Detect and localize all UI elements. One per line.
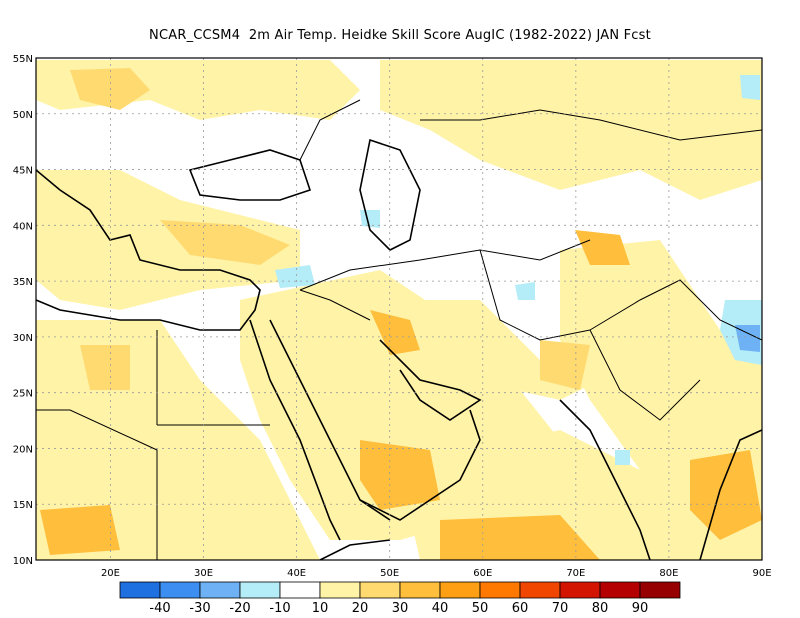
- latitude-label: 15N: [13, 500, 33, 511]
- field-blue-3: [515, 282, 535, 300]
- colorbar-label: -10: [269, 601, 290, 616]
- latitude-label: 55N: [13, 54, 33, 65]
- field-yellow-russia: [380, 60, 762, 200]
- latitude-label: 30N: [13, 333, 33, 344]
- longitude-label: 40E: [287, 568, 306, 579]
- black-sea-coast: [188, 149, 312, 201]
- latitude-label: 50N: [13, 110, 33, 121]
- field-blue-1: [275, 265, 315, 288]
- field-orange-7: [80, 345, 130, 390]
- colorbar-label: 50: [472, 601, 489, 616]
- field-orange-9: [540, 340, 590, 390]
- colorbar-label: 30: [392, 601, 409, 616]
- colorbar-label: -20: [229, 601, 250, 616]
- arabia-south-coast: [359, 409, 481, 521]
- latitude-label: 20N: [13, 444, 33, 455]
- colorbar-box: [559, 581, 601, 599]
- colorbar-label: 20: [352, 601, 369, 616]
- longitude-label: 80E: [659, 568, 678, 579]
- colorbar-box: [599, 581, 641, 599]
- colorbar-box: [639, 581, 681, 599]
- coastlines: [36, 138, 762, 560]
- latitude-labels: 10N 15N 20N 25N 30N 35N 40N 45N 50N 55N: [13, 54, 33, 567]
- africa-horn: [319, 539, 391, 560]
- colorbar-label: -30: [189, 601, 210, 616]
- map-title: NCAR_CCSM4 2m Air Temp. Heidke Skill Sco…: [149, 28, 651, 43]
- skill-field: [36, 60, 762, 560]
- latitude-label: 25N: [13, 389, 33, 400]
- longitude-label: 70E: [566, 568, 585, 579]
- colorbar-label: -40: [149, 601, 170, 616]
- colorbar-label: 60: [512, 601, 529, 616]
- colorbar-label: 90: [632, 601, 649, 616]
- persian-gulf-coast: [379, 339, 482, 421]
- latitude-label: 40N: [13, 221, 33, 232]
- colorbar-box: [279, 581, 321, 599]
- colorbar-box: [359, 581, 401, 599]
- field-blue-4: [615, 450, 630, 465]
- field-orange-10: [575, 230, 630, 265]
- colorbar-box: [159, 581, 201, 599]
- colorbar-label: 10: [312, 601, 329, 616]
- caspian-coast: [359, 138, 421, 251]
- colorbar-box: [199, 581, 241, 599]
- field-blue-2: [740, 75, 760, 100]
- borders: [36, 99, 762, 560]
- field-orange-3: [360, 440, 440, 510]
- colorbar-label: 40: [432, 601, 449, 616]
- red-sea-coast-east: [269, 319, 391, 521]
- colorbar-box: [119, 581, 161, 599]
- field-orange-4: [440, 515, 600, 560]
- latitude-label: 10N: [13, 556, 33, 567]
- mediterranean-coast: [36, 169, 261, 331]
- longitude-label: 60E: [473, 568, 492, 579]
- colorbar-box: [439, 581, 481, 599]
- longitude-label: 50E: [380, 568, 399, 579]
- field-orange-5: [690, 450, 762, 540]
- map-grid: [36, 58, 762, 560]
- colorbar-box: [319, 581, 361, 599]
- field-orange-1: [70, 68, 150, 110]
- longitude-label: 30E: [194, 568, 213, 579]
- longitude-label: 90E: [752, 568, 771, 579]
- map-frame: [35, 57, 763, 561]
- field-orange-2: [160, 220, 290, 265]
- colorbar-labels: -40 -30 -20 -10 10 20 30 40 50 60 70 80 90: [149, 601, 648, 616]
- colorbar-label: 70: [552, 601, 569, 616]
- colorbar-label: 80: [592, 601, 609, 616]
- longitude-labels: 20E 30E 40E 50E 60E 70E 80E 90E: [101, 568, 772, 579]
- colorbar-box: [239, 581, 281, 599]
- longitude-label: 20E: [101, 568, 120, 579]
- field-orange-6: [370, 310, 420, 355]
- india-west-coast: [559, 399, 651, 560]
- colorbar-boxes: [119, 581, 681, 599]
- red-sea-coast: [249, 319, 341, 541]
- colorbar-box: [479, 581, 521, 599]
- field-blue-5: [360, 210, 380, 228]
- field-blue-tibet-2: [735, 325, 760, 352]
- latitude-label: 45N: [13, 166, 33, 177]
- colorbar-box: [519, 581, 561, 599]
- latitude-label: 35N: [13, 277, 33, 288]
- colorbar-box: [399, 581, 441, 599]
- field-orange-8: [40, 505, 120, 555]
- india-east-coast: [699, 429, 762, 560]
